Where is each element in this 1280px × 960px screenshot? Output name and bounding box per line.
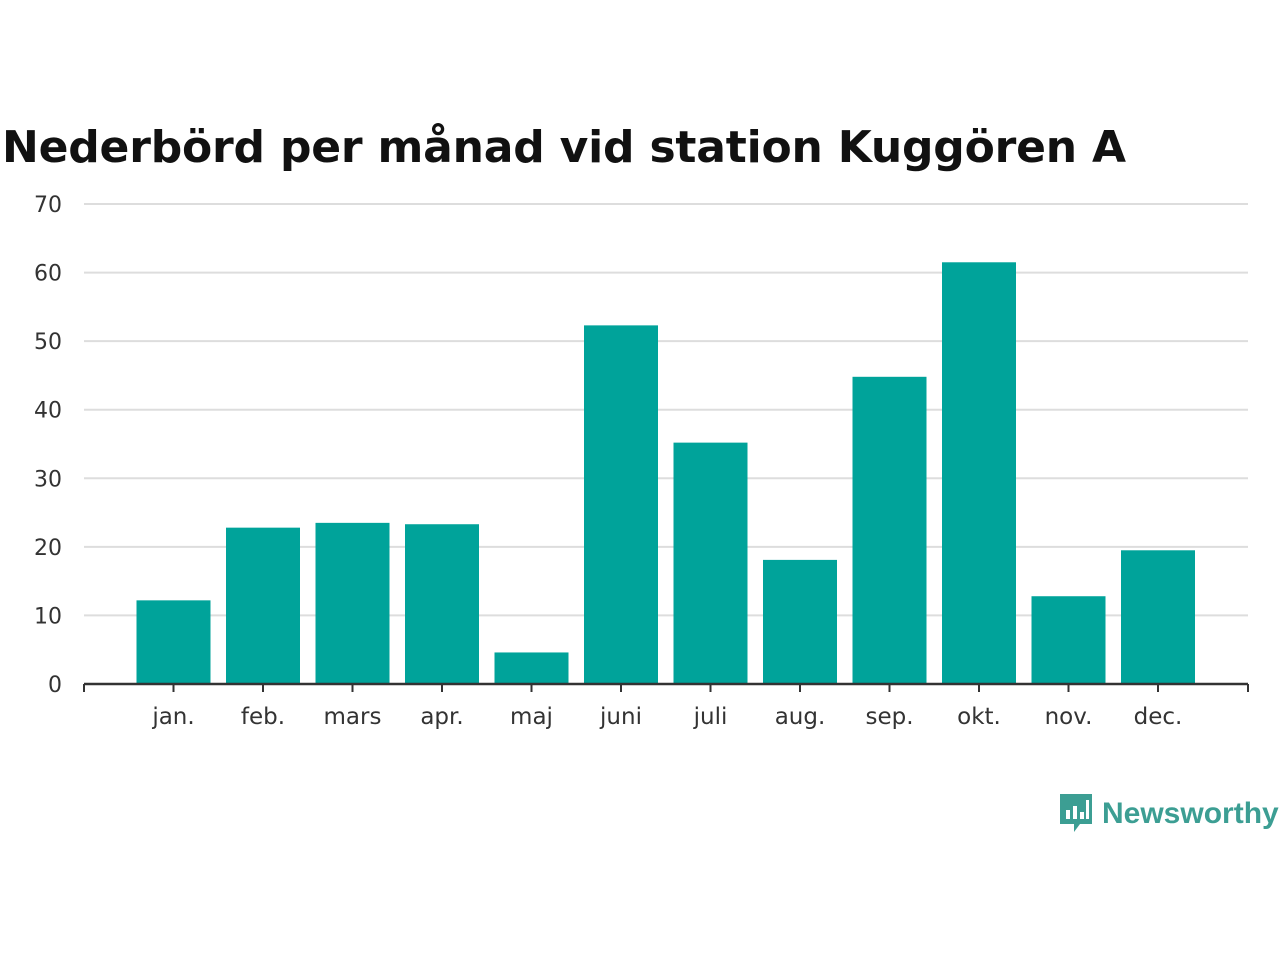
x-axis xyxy=(83,682,1249,692)
y-tick-label: 60 xyxy=(34,262,62,287)
x-tick-label: maj xyxy=(510,704,553,730)
x-tick-label: feb. xyxy=(241,704,285,730)
x-tick-label: mars xyxy=(324,704,382,730)
bar-mars xyxy=(315,522,390,684)
y-tick-label: 70 xyxy=(34,193,62,218)
x-tick-label: juni xyxy=(599,704,642,730)
chart-title: Nederbörd per månad vid station Kuggören… xyxy=(2,122,1126,173)
y-tick-label: 20 xyxy=(34,536,62,561)
x-tick-label: juli xyxy=(693,704,728,730)
bar-maj xyxy=(494,652,569,684)
bars xyxy=(136,262,1195,684)
x-tick-label: dec. xyxy=(1134,704,1183,730)
bar-jan xyxy=(136,600,211,684)
y-tick-label: 50 xyxy=(34,330,62,355)
x-tick-label: apr. xyxy=(420,704,463,730)
bar-apr xyxy=(405,524,479,684)
x-tick-label: sep. xyxy=(865,704,913,730)
x-tick-label: okt. xyxy=(957,704,1001,730)
y-axis-ticks: 0 10 20 30 40 50 60 70 xyxy=(34,193,62,698)
x-tick-label: nov. xyxy=(1045,704,1093,730)
bar-nov xyxy=(1031,596,1106,684)
bar-dec xyxy=(1121,550,1195,684)
brand-logo: Newsworthy xyxy=(1058,792,1279,836)
bar-juli xyxy=(673,442,748,684)
x-axis-ticks: jan. feb. mars apr. maj juni juli aug. sep. okt. n… xyxy=(151,704,1182,730)
x-tick-label: aug. xyxy=(775,704,826,730)
bar-aug xyxy=(763,559,837,684)
bar-feb xyxy=(226,527,300,684)
newsworthy-logo-icon xyxy=(1060,794,1092,832)
x-tick-label: jan. xyxy=(151,704,194,730)
brand-name: Newsworthy xyxy=(1102,797,1279,830)
bar-juni xyxy=(584,325,658,684)
bar-okt xyxy=(942,262,1016,684)
y-tick-label: 0 xyxy=(48,673,62,698)
y-tick-label: 40 xyxy=(34,399,62,424)
bar-sep xyxy=(852,376,927,684)
y-tick-label: 10 xyxy=(34,604,62,629)
y-tick-label: 30 xyxy=(34,467,62,492)
